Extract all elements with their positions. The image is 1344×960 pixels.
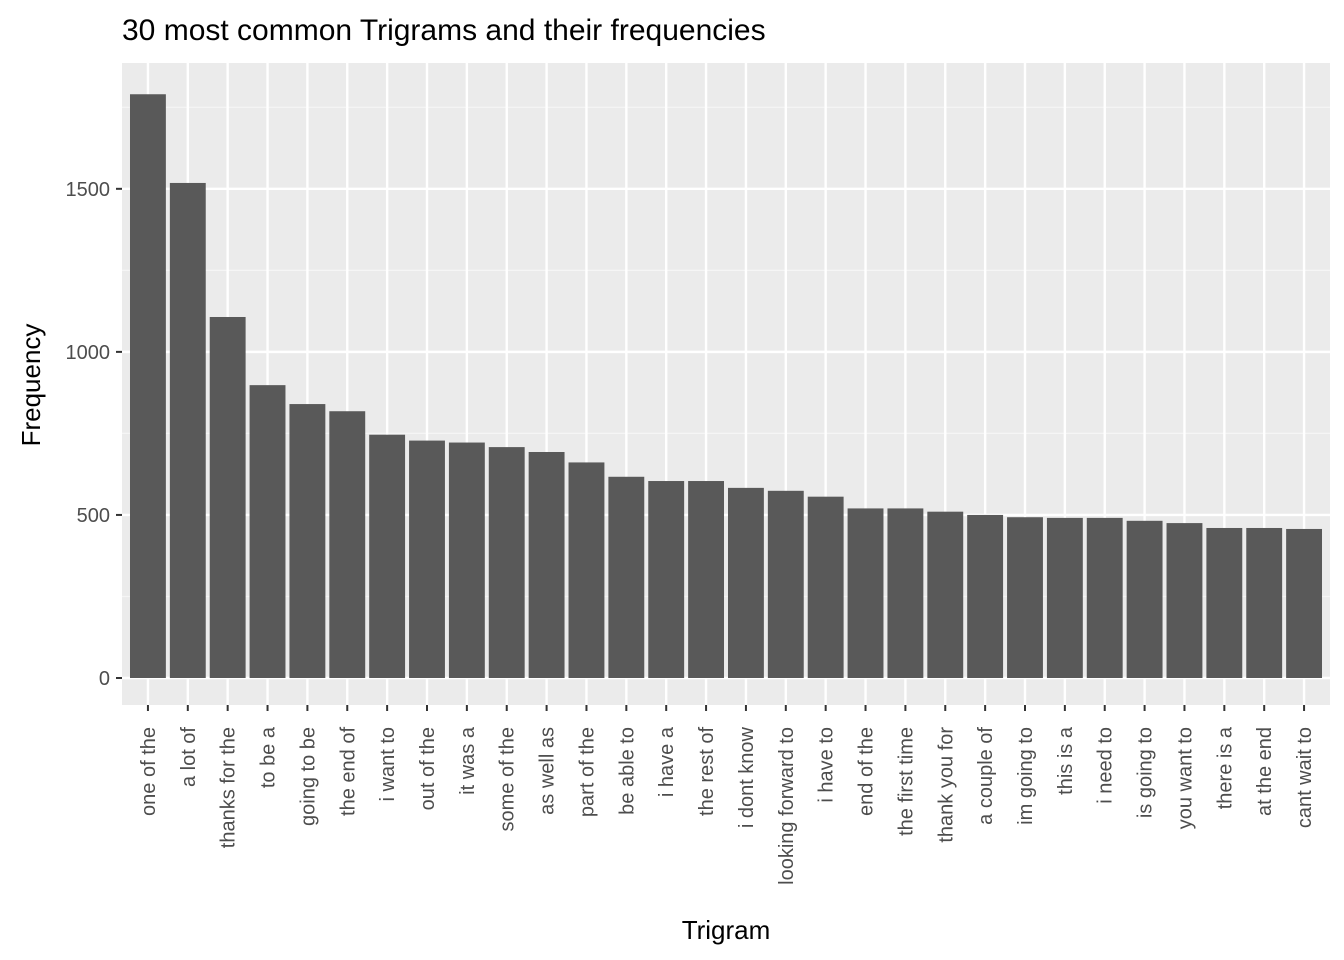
x-tick-label: the end of [337, 727, 359, 816]
bar [1286, 528, 1323, 678]
bar [289, 404, 326, 678]
bar [967, 514, 1004, 678]
bar [169, 182, 206, 678]
bar [1126, 520, 1163, 678]
y-axis: 0 500 1000 1500 [66, 179, 122, 690]
bar [1206, 527, 1243, 678]
bar [648, 481, 685, 678]
x-tick-label: i need to [1095, 727, 1117, 804]
bar [1007, 517, 1043, 678]
x-tick-label: the rest of [696, 727, 718, 816]
x-tick-label: im going to [1015, 727, 1037, 825]
bar [727, 487, 764, 678]
chart-title: 30 most common Trigrams and their freque… [122, 14, 766, 47]
bar [488, 447, 525, 678]
x-tick-label: one of the [138, 727, 160, 816]
bar [927, 511, 964, 678]
y-tick-label: 0 [99, 668, 110, 690]
bar [847, 508, 884, 678]
bar [568, 462, 605, 678]
x-tick-label: out of the [417, 727, 439, 810]
bar [688, 481, 725, 678]
x-axis: one of the a lot of thanks for the to be a g… [138, 705, 1316, 885]
bar [369, 434, 406, 678]
bar [329, 411, 366, 678]
x-tick-label: be able to [616, 727, 638, 815]
bar [887, 508, 924, 678]
x-tick-label: there is a [1214, 726, 1236, 809]
x-tick-label: it was a [457, 726, 479, 795]
y-tick-label: 1500 [66, 179, 111, 201]
x-tick-label: as well as [537, 727, 559, 815]
x-tick-label: looking forward to [776, 727, 798, 885]
bar [409, 440, 445, 678]
x-tick-label: some of the [497, 727, 519, 832]
x-tick-label: i have a [656, 726, 678, 797]
bar [528, 452, 565, 678]
x-axis-title: Trigram [682, 915, 771, 945]
x-tick-label: thank you for [935, 727, 957, 843]
bars [129, 94, 1323, 678]
bar [807, 496, 844, 678]
x-tick-label: part of the [576, 727, 598, 817]
x-tick-label: you want to [1174, 727, 1196, 829]
x-tick-label: to be a [258, 726, 280, 788]
x-tick-label: at the end [1254, 727, 1276, 816]
x-tick-label: is going to [1135, 727, 1157, 818]
bar [448, 442, 485, 678]
bar [129, 94, 166, 678]
y-axis-title: Frequency [16, 324, 46, 447]
x-tick-label: going to be [297, 727, 319, 826]
bar [608, 476, 645, 678]
y-tick-label: 1000 [66, 342, 111, 364]
bar [209, 316, 246, 678]
x-tick-label: the first time [895, 727, 917, 836]
bar [767, 490, 804, 678]
bar [249, 385, 286, 678]
bar [1166, 523, 1203, 678]
bar [1046, 517, 1083, 678]
x-tick-label: i want to [377, 727, 399, 801]
x-tick-label: end of the [856, 727, 878, 816]
x-tick-label: this is a [1055, 726, 1077, 795]
x-tick-label: i dont know [736, 726, 758, 828]
x-tick-label: a lot of [178, 727, 200, 787]
x-tick-label: i have to [816, 727, 838, 803]
y-tick-label: 500 [77, 505, 110, 527]
bar [1246, 527, 1283, 678]
x-tick-label: cant wait to [1294, 727, 1316, 828]
bar [1086, 517, 1123, 678]
x-tick-label: a couple of [975, 727, 997, 825]
x-tick-label: thanks for the [218, 727, 240, 848]
